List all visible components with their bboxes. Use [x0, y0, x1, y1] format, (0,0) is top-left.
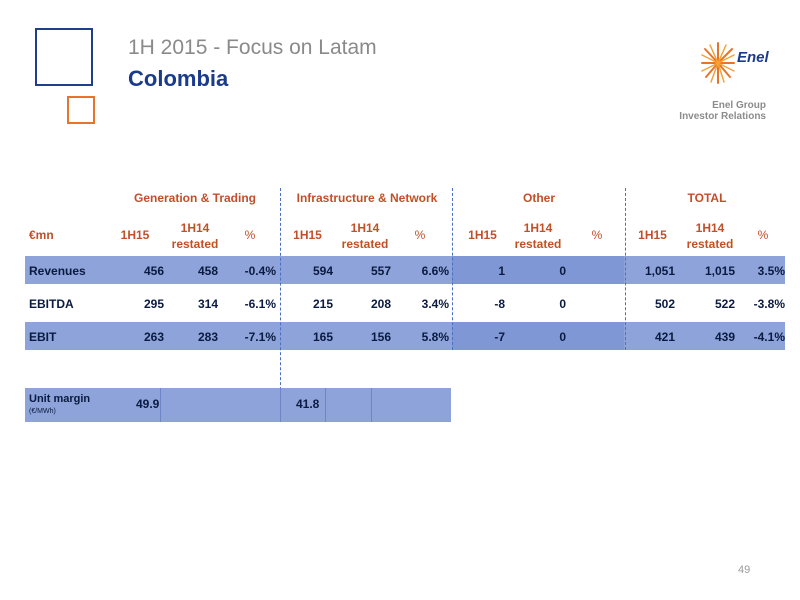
table-cell-total: 1,015 — [704, 264, 735, 278]
unit-margin-divider — [371, 388, 372, 422]
table-cell-infra: 165 — [312, 330, 333, 344]
table-cell-gen: 314 — [197, 297, 218, 311]
orange-square-decoration — [67, 96, 95, 124]
table-cell-infra: 557 — [370, 264, 391, 278]
table-cell-gen: -0.4% — [244, 264, 276, 278]
enel-logo-text: Enel — [737, 49, 769, 66]
group-caption-line1: Enel Group — [712, 100, 766, 111]
unit-margin-gen-value: 49.9 — [136, 397, 160, 411]
table-cell-infra: 5.8% — [421, 330, 449, 344]
col-header-pct: % — [757, 228, 769, 242]
group-caption-line2: Investor Relations — [679, 111, 766, 122]
col-header-pct: % — [244, 228, 256, 242]
row-label: EBIT — [29, 330, 57, 344]
unit-margin-divider — [160, 388, 161, 422]
col-header-pct: % — [414, 228, 426, 242]
table-cell-total: 502 — [654, 297, 675, 311]
table-cell-total: 1,051 — [644, 264, 675, 278]
table-cell-total: 421 — [654, 330, 675, 344]
segment-header-other: Other — [522, 191, 555, 205]
table-cell-other: 0 — [559, 297, 566, 311]
row-label: Revenues — [29, 264, 86, 278]
table-cell-infra: 3.4% — [421, 297, 449, 311]
ebit-row-band — [25, 322, 785, 350]
table-cell-other: 1 — [498, 264, 505, 278]
table-cell-total: -4.1% — [753, 330, 785, 344]
col-header-1h14: 1H14 restated — [514, 221, 562, 251]
table-cell-infra: 594 — [312, 264, 333, 278]
separator-infra-other — [452, 188, 453, 350]
separator-gen-infra — [280, 188, 281, 420]
col-header-1h15: 1H15 — [120, 228, 150, 242]
col-header-pct: % — [591, 228, 603, 242]
table-cell-infra: 208 — [370, 297, 391, 311]
enel-logo: Enel — [700, 38, 770, 88]
col-header-1h15: 1H15 — [468, 228, 497, 242]
revenues-row-band — [25, 256, 785, 284]
table-cell-other: -7 — [494, 330, 505, 344]
table-cell-total: -3.8% — [753, 297, 785, 311]
col-header-1h14: 1H14 restated — [341, 221, 389, 251]
table-cell-total: 522 — [714, 297, 735, 311]
unit-margin-divider — [325, 388, 326, 422]
table-cell-infra: 6.6% — [421, 264, 449, 278]
unit-margin-band — [25, 388, 451, 422]
segment-header-generation: Generation & Trading — [133, 191, 256, 205]
table-cell-other: 0 — [559, 264, 566, 278]
table-cell-infra: 215 — [312, 297, 333, 311]
table-cell-other: 0 — [559, 330, 566, 344]
unit-margin-infra-value: 41.8 — [296, 397, 320, 411]
enel-sunburst-icon — [701, 42, 735, 84]
table-cell-gen: 295 — [143, 297, 164, 311]
segment-header-infrastructure: Infrastructure & Network — [296, 191, 438, 205]
table-cell-total: 439 — [714, 330, 735, 344]
ebit-other-band — [452, 322, 624, 350]
unit-label: €mn — [29, 228, 54, 242]
group-caption: Enel Group Investor Relations — [679, 100, 766, 122]
unit-margin-divider — [280, 388, 281, 422]
slide-title: Colombia — [128, 66, 229, 91]
table-cell-gen: 263 — [143, 330, 164, 344]
table-cell-gen: -7.1% — [244, 330, 276, 344]
unit-margin-label: Unit margin — [29, 393, 91, 405]
table-cell-gen: 283 — [197, 330, 218, 344]
col-header-1h15: 1H15 — [293, 228, 322, 242]
col-header-1h14: 1H14 restated — [171, 221, 219, 251]
blue-square-decoration — [35, 28, 93, 86]
table-cell-other: -8 — [494, 297, 505, 311]
slide-subtitle: 1H 2015 - Focus on Latam — [128, 36, 377, 59]
col-header-1h15: 1H15 — [638, 228, 667, 242]
table-cell-gen: -6.1% — [244, 297, 276, 311]
separator-other-total — [625, 188, 626, 350]
segment-header-total: TOTAL — [687, 191, 727, 205]
page-number: 49 — [738, 564, 751, 576]
table-cell-infra: 156 — [370, 330, 391, 344]
row-label: EBITDA — [29, 297, 74, 311]
revenues-other-band — [452, 256, 624, 284]
col-header-1h14: 1H14 restated — [686, 221, 734, 251]
table-cell-gen: 458 — [197, 264, 218, 278]
table-cell-gen: 456 — [143, 264, 164, 278]
unit-margin-unit: (€/MWh) — [29, 408, 56, 415]
table-cell-total: 3.5% — [757, 264, 785, 278]
